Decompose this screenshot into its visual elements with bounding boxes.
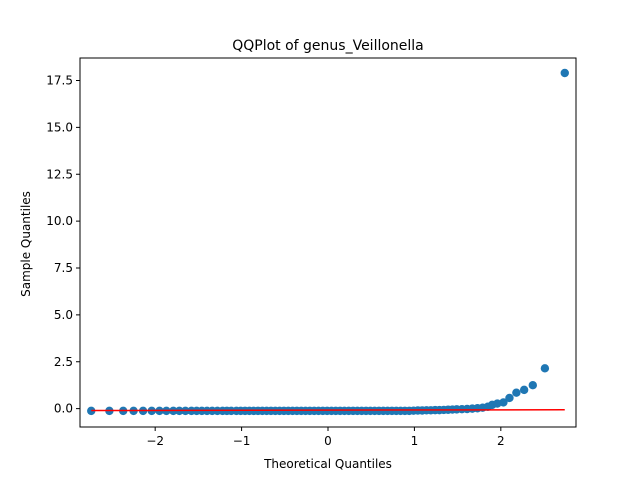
y-tick-label: 12.5 [46,167,73,181]
y-axis-ticks: 0.0 2.5 5.0 7.5 10.0 12.5 15.0 17.5 [46,74,80,416]
data-point [528,380,537,390]
data-point [87,406,96,416]
plot-marks [87,68,569,416]
y-axis-label: Sample Quantiles [19,191,33,297]
y-tick-label: 5.0 [54,308,73,322]
data-point [560,68,569,78]
data-point [519,385,529,395]
data-point [505,393,514,403]
data-point [540,364,550,373]
data-point [499,398,508,407]
y-tick-label: 2.5 [54,355,73,369]
data-point [512,388,521,397]
y-tick-label: 7.5 [54,261,73,275]
x-tick-label: −1 [233,434,251,448]
x-tick-label: 1 [411,434,419,448]
y-tick-label: 17.5 [46,74,73,88]
chart-title: QQPlot of genus_Veillonella [232,38,424,54]
y-tick-label: 15.0 [46,120,73,134]
y-tick-label: 10.0 [46,214,73,228]
x-axis-label: Theoretical Quantiles [263,457,392,471]
y-tick-label: 0.0 [54,402,73,416]
x-tick-label: −2 [146,434,164,448]
reference-line [91,409,565,412]
x-tick-label: 0 [324,434,332,448]
x-axis-ticks: −2 −1 0 1 2 [146,427,505,448]
x-tick-label: 2 [497,434,505,448]
